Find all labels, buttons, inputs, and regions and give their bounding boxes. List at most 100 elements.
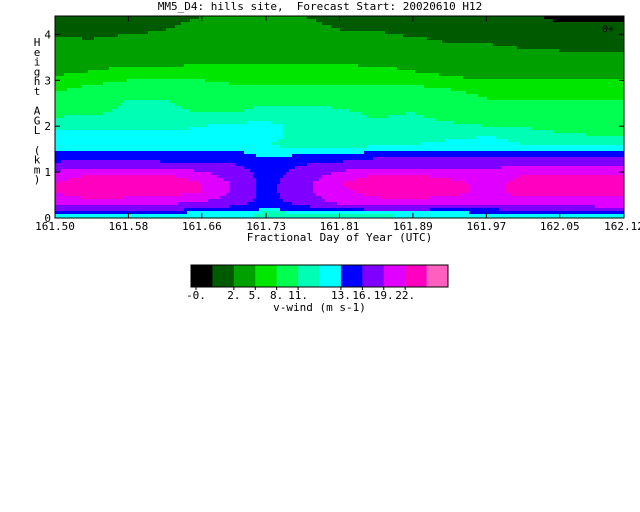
contour-cell [454, 16, 458, 20]
contour-cell [553, 25, 557, 29]
contour-cell [232, 64, 236, 68]
contour-cell [70, 73, 74, 77]
contour-cell [523, 76, 527, 80]
contour-cell [103, 55, 107, 59]
contour-cell [508, 85, 512, 89]
contour-cell [106, 40, 110, 44]
contour-cell [427, 37, 431, 41]
contour-cell [409, 40, 413, 44]
contour-cell [181, 79, 185, 83]
contour-cell [304, 79, 308, 83]
contour-cell [151, 85, 155, 89]
contour-cell [253, 70, 257, 74]
contour-cell [403, 43, 407, 47]
contour-cell [580, 46, 584, 50]
contour-cell [460, 43, 464, 47]
contour-cell [181, 61, 185, 65]
contour-cell [439, 31, 443, 35]
contour-cell [532, 76, 536, 80]
contour-cell [253, 28, 257, 32]
contour-cell [517, 16, 521, 20]
contour-cell [565, 25, 569, 29]
contour-cell [349, 34, 353, 38]
contour-cell [586, 64, 590, 68]
contour-cell [556, 79, 560, 83]
contour-cell [193, 70, 197, 74]
contour-cell [604, 55, 608, 59]
contour-cell [532, 49, 536, 53]
contour-cell [115, 28, 119, 32]
contour-cell [556, 76, 560, 80]
contour-cell [256, 70, 260, 74]
contour-cell [184, 70, 188, 74]
contour-cell [217, 46, 221, 50]
contour-cell [220, 37, 224, 41]
contour-cell [526, 49, 530, 53]
contour-cell [400, 58, 404, 62]
contour-cell [226, 64, 230, 68]
contour-cell [607, 52, 611, 56]
contour-cell [382, 73, 386, 77]
contour-cell [370, 52, 374, 56]
contour-cell [148, 58, 152, 62]
contour-cell [343, 61, 347, 65]
contour-cell [85, 40, 89, 44]
contour-cell [106, 28, 110, 32]
contour-cell [562, 37, 566, 41]
contour-cell [166, 73, 170, 77]
contour-cell [247, 34, 251, 38]
contour-cell [376, 19, 380, 23]
contour-cell [217, 73, 221, 77]
contour-cell [427, 58, 431, 62]
contour-cell [406, 82, 410, 86]
contour-cell [529, 79, 533, 83]
contour-cell [544, 64, 548, 68]
contour-cell [355, 31, 359, 35]
contour-cell [454, 79, 458, 83]
contour-cell [580, 61, 584, 65]
contour-cell [88, 91, 92, 95]
contour-cell [535, 70, 539, 74]
contour-cell [136, 34, 140, 38]
contour-cell [313, 67, 317, 71]
contour-cell [226, 91, 230, 95]
contour-cell [193, 31, 197, 35]
contour-cell [70, 55, 74, 59]
contour-cell [382, 16, 386, 20]
contour-cell [163, 82, 167, 86]
contour-cell [520, 85, 524, 89]
contour-cell [358, 40, 362, 44]
contour-cell [151, 82, 155, 86]
contour-cell [607, 88, 611, 92]
contour-cell [313, 52, 317, 56]
contour-cell [265, 25, 269, 29]
contour-cell [487, 79, 491, 83]
contour-cell [445, 79, 449, 83]
contour-cell [316, 52, 320, 56]
contour-cell [427, 49, 431, 53]
contour-cell [400, 85, 404, 89]
contour-cell [226, 22, 230, 26]
contour-cell [373, 43, 377, 47]
contour-cell [451, 67, 455, 71]
contour-cell [439, 70, 443, 74]
contour-cell [280, 43, 284, 47]
contour-cell [157, 22, 161, 26]
contour-cell [223, 40, 227, 44]
contour-cell [286, 55, 290, 59]
contour-cell [415, 37, 419, 41]
contour-cell [355, 73, 359, 77]
contour-cell [340, 34, 344, 38]
contour-cell [304, 61, 308, 65]
contour-cell [163, 40, 167, 44]
contour-cell [499, 31, 503, 35]
contour-cell [532, 52, 536, 56]
contour-cell [460, 82, 464, 86]
contour-cell [529, 43, 533, 47]
contour-cell [460, 19, 464, 23]
contour-cell [418, 49, 422, 53]
contour-cell [160, 91, 164, 95]
contour-cell [229, 43, 233, 47]
contour-cell [601, 46, 605, 50]
contour-cell [349, 55, 353, 59]
